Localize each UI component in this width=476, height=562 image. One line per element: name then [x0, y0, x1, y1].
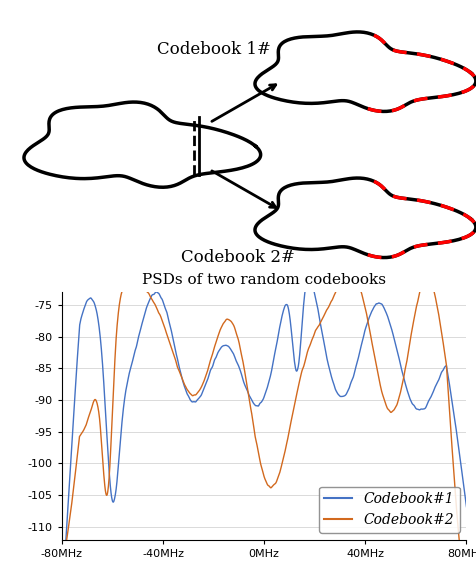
Text: Codebook 2#: Codebook 2# [181, 248, 295, 266]
Legend: Codebook#1, Codebook#2: Codebook#1, Codebook#2 [319, 487, 459, 533]
Title: PSDs of two random codebooks: PSDs of two random codebooks [142, 273, 386, 287]
Text: Codebook 1#: Codebook 1# [157, 41, 271, 58]
